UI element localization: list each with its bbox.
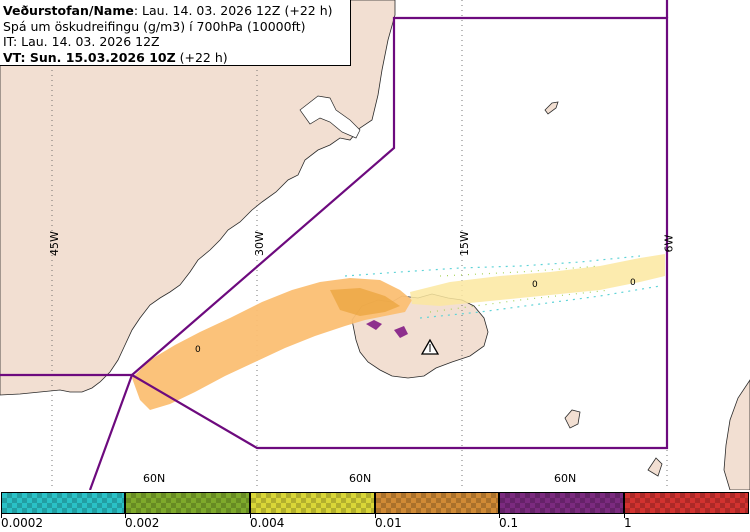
ash-plume-speckle-cyan	[344, 255, 661, 319]
header-line-4: VT: Sun. 15.03.2026 10Z (+22 h)	[3, 50, 350, 66]
legend-swatch-2	[125, 492, 250, 514]
latitude-label-2: 60N	[349, 472, 372, 485]
ash-plume-thin-east	[410, 254, 665, 306]
legend-tick-1	[1, 514, 2, 518]
legend-swatch-5	[499, 492, 624, 514]
latitude-label-1: 60N	[143, 472, 166, 485]
legend-label-1: 0.0002	[1, 516, 43, 530]
fjord	[299, 95, 361, 139]
header-line-3: IT: Lau. 14. 03. 2026 12Z	[3, 34, 160, 49]
legend-swatch-6	[624, 492, 749, 514]
longitude-label-30w: 30W	[252, 231, 266, 256]
ash-plume-dense	[330, 288, 400, 316]
ash-plume-main	[132, 278, 412, 410]
legend-swatch-4	[375, 492, 499, 514]
ash-plume-heavy	[366, 320, 382, 330]
concentration-legend: 0.0002 0.002 0.004 0.01 0.1 1	[0, 490, 750, 532]
forecast-info-box: Veðurstofan/Name: Lau. 14. 03. 2026 12Z …	[0, 0, 351, 66]
shetland-islands	[647, 457, 663, 477]
ash-forecast-map	[0, 0, 750, 490]
valid-time-offset: (+22 h)	[175, 49, 228, 65]
legend-label-2: 0.002	[125, 516, 160, 530]
jan-mayen-island	[544, 101, 559, 115]
header-line-1: Veðurstofan/Name: Lau. 14. 03. 2026 12Z …	[3, 3, 350, 19]
legend-swatch-3	[250, 492, 375, 514]
legend-tick-6	[624, 514, 625, 518]
agency-name: Veðurstofan/Name	[3, 3, 134, 18]
contour-label-1: 0	[195, 345, 201, 355]
legend-label-3: 0.004	[250, 516, 285, 530]
issue-time: : Lau. 14. 03. 2026 12Z (+22 h)	[133, 3, 333, 18]
ash-plume-heavy-2	[394, 326, 408, 338]
legend-swatch-1	[1, 492, 125, 514]
greenland-landmass	[0, 0, 396, 396]
volcano-triangle-icon	[420, 338, 440, 355]
legend-tick-5	[499, 514, 500, 518]
legend-tick-3	[250, 514, 251, 518]
contour-label-2: 0	[532, 280, 538, 290]
header-line-2: Spá um öskudreifingu (g/m3) í 700hPa (10…	[3, 18, 306, 34]
longitude-label-6w: 6W	[662, 234, 676, 253]
longitude-label-45w: 45W	[47, 231, 61, 256]
legend-label-5: 0.1	[499, 516, 519, 530]
norway-coast	[723, 379, 750, 490]
legend-label-4: 0.01	[375, 516, 402, 530]
legend-label-6: 1	[624, 516, 632, 530]
ash-plume-speckle-green	[429, 265, 611, 313]
latitude-label-3: 60N	[554, 472, 577, 485]
valid-time: VT: Sun. 15.03.2026 10Z	[3, 49, 176, 65]
longitude-label-15w: 15W	[457, 231, 471, 256]
contour-label-3: 0	[630, 278, 636, 288]
legend-tick-2	[125, 514, 126, 518]
forecast-boundary	[0, 0, 669, 490]
legend-tick-4	[375, 514, 376, 518]
faroe-islands	[564, 409, 581, 429]
